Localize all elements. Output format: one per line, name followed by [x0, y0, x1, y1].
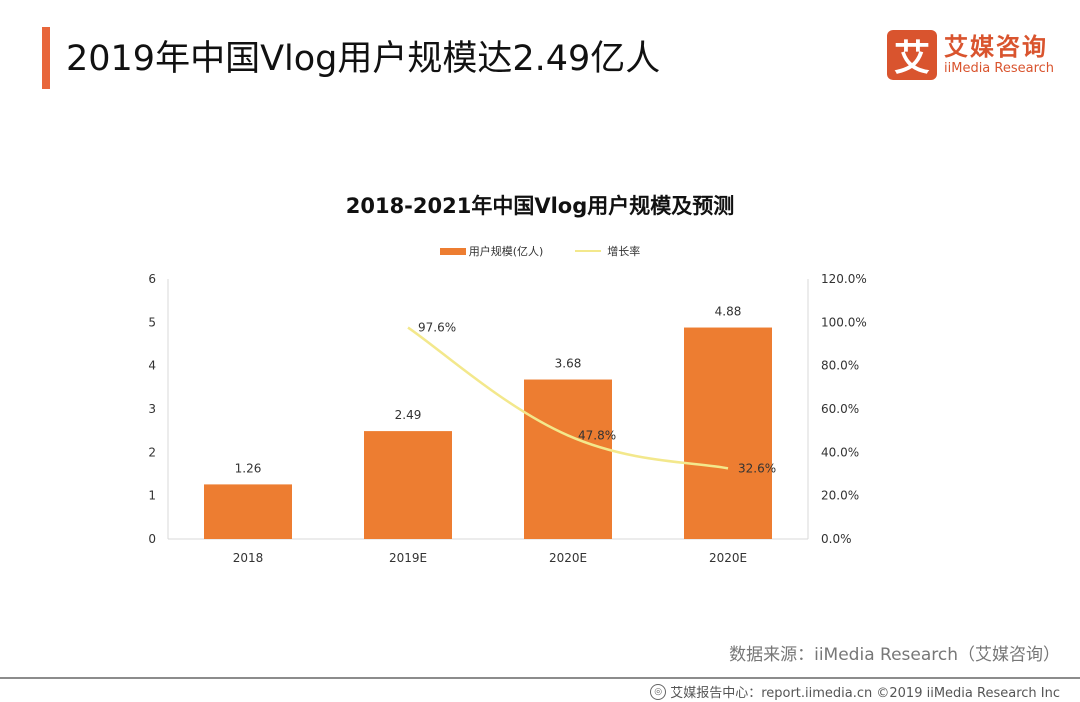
- x-tick-label: 2018: [233, 551, 264, 565]
- footer-divider: [0, 677, 1080, 679]
- logo-mark-icon: 艾: [887, 30, 937, 80]
- logo-name-cn: 艾媒咨询: [944, 33, 1048, 61]
- y-right-tick-label: 100.0%: [821, 315, 867, 329]
- line-value-label: 97.6%: [418, 321, 456, 335]
- globe-icon: ◎: [650, 683, 667, 700]
- y-left-tick-label: 1: [148, 489, 156, 503]
- chart-title: 2018-2021年中国Vlog用户规模及预测: [345, 194, 735, 218]
- x-tick-label: 2020E: [709, 551, 747, 565]
- footer-text: 艾媒报告中心：report.iimedia.cn ©2019 iiMedia R…: [670, 686, 1060, 701]
- footer: ◎ 艾媒报告中心：report.iimedia.cn ©2019 iiMedia…: [650, 682, 1060, 701]
- logo-name-en: iiMedia Research: [944, 61, 1055, 76]
- iimedia-logo: 艾 艾媒咨询 iiMedia Research: [887, 30, 1054, 80]
- legend-label-users: 用户规模(亿人): [468, 245, 544, 258]
- page-title: 2019年中国Vlog用户规模达2.49亿人: [66, 39, 661, 79]
- legend-line-swatch: [575, 250, 602, 252]
- bar-2020e: [524, 379, 612, 539]
- y-right-tick-label: 40.0%: [821, 445, 859, 459]
- bar-value-label: 4.88: [715, 305, 742, 319]
- bar-value-label: 2.49: [395, 408, 422, 422]
- y-left-tick-label: 4: [148, 359, 156, 373]
- data-source: 数据来源：iiMedia Research（艾媒咨询）: [729, 645, 1060, 665]
- legend-item-growth: 增长率: [575, 243, 640, 259]
- line-value-label: 47.8%: [578, 428, 616, 442]
- y-left-tick-label: 2: [148, 445, 156, 459]
- y-right-tick-label: 0.0%: [821, 532, 852, 546]
- x-tick-label: 2020E: [549, 551, 587, 565]
- bar-2018: [204, 484, 292, 539]
- y-right-tick-label: 60.0%: [821, 402, 859, 416]
- x-tick-label: 2019E: [389, 551, 427, 565]
- bar-value-label: 1.26: [235, 461, 262, 475]
- legend-label-growth: 增长率: [607, 245, 641, 258]
- legend-item-users: 用户规模(亿人): [439, 243, 544, 259]
- y-left-tick-label: 6: [148, 272, 156, 286]
- chart-legend: 用户规模(亿人) 增长率: [0, 243, 1080, 259]
- y-left-tick-label: 0: [148, 532, 156, 546]
- y-right-tick-label: 120.0%: [821, 272, 867, 286]
- y-right-tick-label: 20.0%: [821, 489, 859, 503]
- bar-2019e: [364, 431, 452, 539]
- bar-2020e: [684, 327, 772, 539]
- title-accent-bar: [42, 27, 50, 89]
- y-left-tick-label: 5: [148, 315, 156, 329]
- bar-value-label: 3.68: [555, 357, 582, 371]
- y-right-tick-label: 80.0%: [821, 359, 859, 373]
- y-left-tick-label: 3: [148, 402, 156, 416]
- line-value-label: 32.6%: [738, 461, 776, 475]
- legend-bar-swatch: [439, 247, 466, 255]
- growth-rate-line: [407, 326, 729, 470]
